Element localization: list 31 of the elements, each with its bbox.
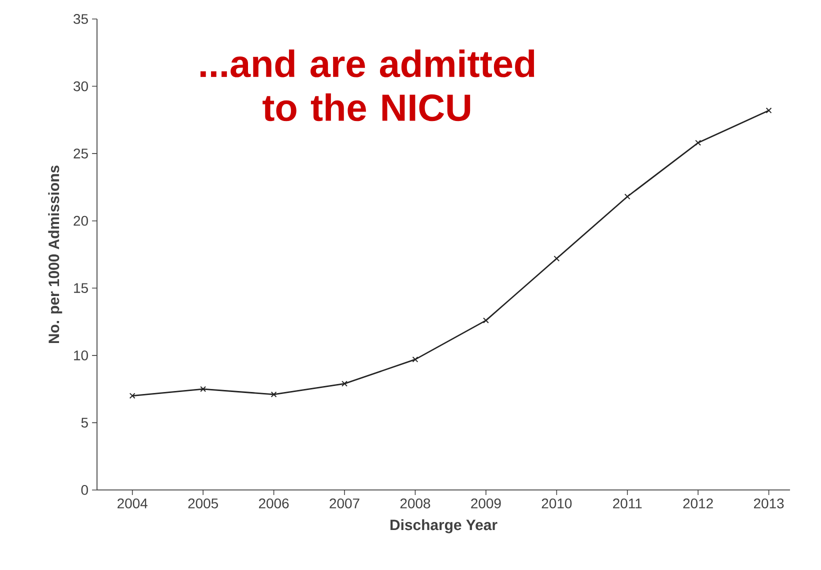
text: ...and are admitted to the NICU — [200, 49, 534, 122]
point — [412, 356, 418, 362]
point — [624, 194, 630, 200]
y-tick-label: 10 — [74, 350, 88, 360]
point — [129, 392, 136, 399]
x-tick-label: 2008 — [400, 498, 430, 508]
point — [200, 386, 206, 392]
x-tick-label: 2007 — [330, 498, 360, 508]
y-tick-label: 20 — [74, 216, 88, 226]
x-tick-label: 2011 — [613, 498, 642, 508]
point — [342, 380, 348, 387]
x-tick-label: 2013 — [754, 498, 784, 508]
point — [695, 140, 702, 146]
y-axis-title: No. per 1000 Admissions — [48, 166, 62, 344]
y-tick-label: 5 — [81, 418, 88, 428]
y-tick-label: 25 — [74, 148, 88, 158]
x-tick-label: 2009 — [471, 498, 501, 508]
y-tick-label: 0 — [81, 485, 88, 495]
x-tick-label: 2012 — [683, 498, 713, 508]
x-axis-title: Discharge Year — [390, 519, 498, 534]
x-tick-label: 2006 — [258, 498, 289, 508]
point — [270, 391, 277, 398]
x-tick-label: 2004 — [118, 498, 148, 508]
y-tick-label: 35 — [74, 14, 88, 24]
y-tick-label: 30 — [74, 81, 88, 92]
x-tick-label: 2010 — [542, 498, 572, 508]
y-tick-label: 15 — [74, 283, 88, 293]
point — [482, 317, 489, 324]
point — [554, 256, 560, 262]
point — [766, 108, 772, 114]
x-tick-label: 2005 — [188, 498, 218, 508]
